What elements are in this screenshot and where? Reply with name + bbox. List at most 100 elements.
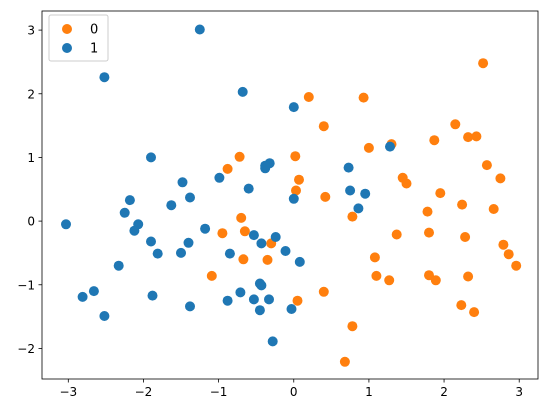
data-point-series-0-2 bbox=[358, 92, 369, 103]
data-point-series-1-33 bbox=[88, 286, 99, 297]
data-point-series-0-30 bbox=[401, 178, 412, 189]
data-point-series-1-48 bbox=[353, 203, 364, 214]
data-point-series-0-25 bbox=[463, 132, 474, 143]
data-point-series-1-26 bbox=[280, 246, 291, 256]
data-point-series-0-32 bbox=[488, 204, 499, 214]
x-tick-label: 0 bbox=[290, 385, 298, 399]
data-point-series-0-10 bbox=[236, 212, 247, 223]
data-point-series-0-38 bbox=[460, 232, 471, 242]
data-point-series-0-14 bbox=[238, 254, 249, 265]
data-point-series-1-7 bbox=[214, 172, 225, 183]
data-point-series-0-41 bbox=[511, 260, 522, 271]
data-point-series-0-27 bbox=[481, 160, 492, 171]
data-point-series-0-19 bbox=[347, 321, 358, 332]
data-point-series-1-17 bbox=[200, 223, 211, 234]
data-point-series-0-40 bbox=[503, 249, 514, 260]
data-point-series-1-23 bbox=[176, 247, 186, 258]
data-point-series-1-4 bbox=[146, 152, 156, 163]
data-point-series-0-47 bbox=[463, 271, 474, 282]
y-tick-label: −1 bbox=[17, 278, 35, 292]
data-point-series-1-2 bbox=[237, 86, 248, 97]
data-point-series-0-44 bbox=[371, 270, 382, 281]
data-point-series-0-42 bbox=[369, 252, 380, 263]
data-point-series-0-6 bbox=[222, 163, 233, 174]
data-point-series-0-28 bbox=[495, 173, 506, 184]
y-tick-label: 3 bbox=[27, 24, 35, 38]
data-point-series-1-22 bbox=[256, 238, 267, 249]
data-point-series-1-12 bbox=[166, 200, 177, 211]
data-point-series-0-35 bbox=[347, 211, 358, 222]
data-point-series-1-39 bbox=[254, 305, 265, 316]
data-point-series-1-0 bbox=[194, 24, 205, 35]
data-point-series-1-37 bbox=[222, 295, 233, 306]
data-point-series-1-3 bbox=[288, 102, 299, 113]
data-point-series-1-16 bbox=[129, 225, 140, 236]
data-point-series-0-49 bbox=[469, 307, 480, 318]
data-point-series-1-40 bbox=[286, 304, 297, 314]
data-point-series-0-45 bbox=[384, 275, 395, 286]
data-point-series-0-16 bbox=[206, 270, 217, 281]
legend-marker-series-1 bbox=[62, 43, 72, 53]
y-tick-label: 1 bbox=[27, 151, 35, 165]
data-points bbox=[61, 24, 522, 367]
x-tick-label: −3 bbox=[59, 385, 77, 399]
data-point-series-0-1 bbox=[318, 121, 329, 132]
data-point-series-0-26 bbox=[471, 131, 482, 142]
data-point-series-1-10 bbox=[185, 192, 195, 203]
data-point-series-1-14 bbox=[61, 219, 71, 230]
data-point-series-0-24 bbox=[450, 119, 461, 130]
y-tick-label: −2 bbox=[17, 342, 35, 356]
data-point-series-1-30 bbox=[256, 280, 267, 291]
data-point-series-1-8 bbox=[177, 177, 188, 188]
x-tick-label: 3 bbox=[515, 385, 523, 399]
x-tick-label: 1 bbox=[365, 385, 373, 399]
data-point-series-1-38 bbox=[185, 301, 195, 312]
data-point-series-1-18 bbox=[248, 230, 259, 241]
data-point-series-0-31 bbox=[435, 188, 446, 199]
data-point-series-0-34 bbox=[457, 199, 468, 210]
x-tick-label: −1 bbox=[210, 385, 228, 399]
data-point-series-0-23 bbox=[429, 135, 440, 146]
data-point-series-1-42 bbox=[267, 336, 278, 347]
data-point-series-0-8 bbox=[291, 185, 301, 196]
data-point-series-1-11 bbox=[124, 195, 135, 206]
data-point-series-0-11 bbox=[239, 226, 250, 237]
data-point-series-0-46 bbox=[430, 275, 441, 286]
legend-label-series-0: 0 bbox=[90, 23, 98, 38]
legend: 0 1 bbox=[48, 14, 109, 62]
data-point-series-1-35 bbox=[248, 294, 259, 305]
data-point-series-0-33 bbox=[422, 206, 433, 217]
data-point-series-0-12 bbox=[217, 228, 228, 239]
data-point-series-1-24 bbox=[152, 248, 163, 259]
data-point-series-0-20 bbox=[339, 356, 350, 367]
data-point-series-1-27 bbox=[294, 256, 305, 267]
data-point-series-1-44 bbox=[343, 162, 354, 173]
axis-ticks: −3 −2 −1 0 1 2 3 −2 −1 0 1 2 3 bbox=[17, 24, 523, 399]
data-point-series-1-47 bbox=[360, 188, 371, 199]
legend-box bbox=[48, 14, 109, 62]
data-point-series-1-32 bbox=[77, 291, 88, 302]
data-point-series-0-37 bbox=[424, 227, 434, 238]
x-tick-label: −2 bbox=[135, 385, 153, 399]
data-point-series-0-39 bbox=[498, 239, 509, 250]
y-tick-label: 0 bbox=[27, 215, 35, 229]
data-point-series-1-19 bbox=[270, 232, 281, 242]
data-point-series-1-41 bbox=[99, 311, 110, 321]
data-point-series-1-25 bbox=[224, 248, 235, 259]
data-point-series-0-17 bbox=[318, 286, 329, 297]
legend-marker-series-0 bbox=[62, 24, 72, 34]
plot-area bbox=[42, 11, 538, 379]
data-point-series-0-48 bbox=[456, 300, 467, 311]
data-point-series-0-3 bbox=[478, 58, 489, 69]
data-point-series-1-20 bbox=[183, 237, 194, 248]
x-tick-label: 2 bbox=[440, 385, 448, 399]
data-point-series-0-4 bbox=[290, 151, 301, 162]
data-point-series-1-28 bbox=[113, 260, 124, 271]
legend-label-series-1: 1 bbox=[90, 42, 98, 57]
data-point-series-1-43 bbox=[385, 141, 395, 152]
data-point-series-1-36 bbox=[264, 294, 274, 305]
data-point-series-0-0 bbox=[303, 92, 314, 102]
data-point-series-0-43 bbox=[424, 270, 434, 281]
data-point-series-0-36 bbox=[391, 229, 402, 240]
